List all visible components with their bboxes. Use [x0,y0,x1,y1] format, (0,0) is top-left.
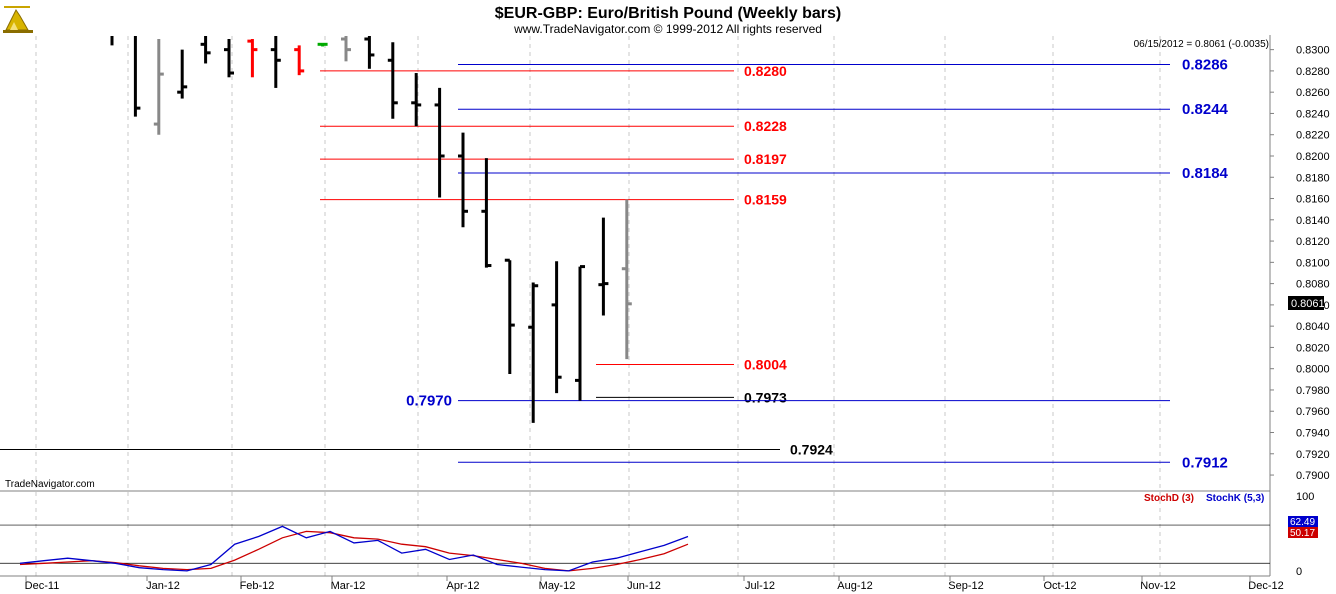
ohlc-bar [294,45,305,76]
ohlc-bar [528,282,539,423]
ohlc-bar [575,265,585,401]
price-tick-label: 0.8040 [1296,321,1330,333]
stochd-line [19,530,689,572]
stoch-tick-100: 100 [1296,491,1314,503]
ohlc-bar [270,36,281,88]
price-tick-label: 0.8140 [1296,215,1330,227]
time-tick-label: Jul-12 [745,580,775,592]
chart-title: $EUR-GBP: Euro/British Pound (Weekly bar… [495,5,841,22]
ohlc-bar [177,49,188,99]
last-price-label: 0.8061 [1291,298,1325,310]
ohlc-bar [364,36,375,69]
stoch-d-value: 50.17 [1290,528,1315,539]
price-tick-label: 0.8300 [1296,45,1330,57]
stochk-legend: StochK (5,3) [1206,493,1264,504]
time-tick-label: May-12 [539,580,576,592]
ohlc-bar [317,42,328,47]
ohlc-bar [153,39,164,135]
time-axis: Dec-11 Jan-12 Feb-12 Mar-12 Apr-12 May-12 Jun-… [25,576,1284,592]
ohlc-bar [133,36,141,117]
time-tick-label: Aug-12 [837,580,872,592]
ohlc-bar [434,87,445,198]
grid-lines [35,36,1161,576]
copyright-text: www.TradeNavigator.com © 1999-2012 All r… [513,22,822,36]
price-tick-label: 0.7940 [1296,428,1330,440]
time-tick-label: Nov-12 [1140,580,1175,592]
price-tick-label: 0.7980 [1296,385,1330,397]
price-tick-label: 0.7920 [1296,449,1330,461]
stochk-line [19,525,689,572]
last-price-tag: 0.8061 [1288,296,1325,310]
time-tick-label: Jun-12 [627,580,661,592]
level-label: 0.8197 [744,151,787,167]
level-label: 0.7970 [406,393,452,410]
ohlc-bar [481,158,492,268]
price-tick-label: 0.7960 [1296,406,1330,418]
ohlc-bar [551,261,562,394]
quote-readout: 06/15/2012 = 0.8061 (-0.0035) [1134,39,1269,50]
price-tick-label: 0.8080 [1296,279,1330,291]
price-tick-label: 0.8280 [1296,66,1330,78]
price-tick-label: 0.8100 [1296,257,1330,269]
level-label: 0.8286 [1182,57,1228,74]
time-tick-label: Dec-11 [25,580,60,592]
stoch-k-value: 62.49 [1290,517,1315,528]
ohlc-bar [504,258,515,375]
ohlc-bar [341,36,351,62]
stochastic-pane [0,524,1270,572]
ohlc-bar [598,217,609,316]
time-tick-label: Jan-12 [146,580,180,592]
time-tick-label: Feb-12 [240,580,275,592]
level-label: 0.7973 [744,389,787,405]
stochd-legend: StochD (3) [1144,493,1194,504]
price-tick-label: 0.8260 [1296,87,1330,99]
level-label: 0.7912 [1182,454,1228,471]
time-tick-label: Sep-12 [948,580,983,592]
time-tick-label: Apr-12 [446,580,479,592]
ohlc-bar [411,73,422,127]
time-tick-label: Oct-12 [1043,580,1076,592]
ohlc-bar [224,39,234,78]
price-tick-label: 0.8200 [1296,151,1330,163]
price-tick-label: 0.8180 [1296,172,1330,184]
price-tick-label: 0.8020 [1296,342,1330,354]
time-tick-label: Dec-12 [1248,580,1283,592]
time-tick-label: Mar-12 [331,580,366,592]
ohlc-bar [621,199,632,360]
ohlc-bar [247,39,258,78]
price-tick-label: 0.7900 [1296,470,1330,482]
level-label: 0.8184 [1182,165,1229,182]
level-lines: 0.8280 0.8228 0.8197 0.8159 0.8004 0.7973 0.79… [0,57,1229,471]
level-label: 0.7924 [790,442,833,458]
ohlc-bar [458,132,468,228]
level-label: 0.8159 [744,192,787,208]
level-label: 0.8228 [744,118,787,134]
ohlc-bar [387,42,398,119]
level-label: 0.8244 [1182,101,1229,118]
ohlc-bar [200,36,211,64]
price-tick-label: 0.8240 [1296,108,1330,120]
price-tick-label: 0.8160 [1296,194,1330,206]
logo-icon [3,6,33,33]
price-axis: 0.8300 0.8280 0.8260 0.8240 0.8220 0.8200 0.81… [1270,45,1330,482]
stoch-k-tag: 62.49 [1288,516,1318,528]
level-label: 0.8280 [744,63,787,79]
level-label: 0.8004 [744,356,787,372]
stoch-d-tag: 50.17 [1288,527,1318,539]
watermark-text: TradeNavigator.com [5,479,95,490]
stoch-tick-0: 0 [1296,566,1302,578]
price-tick-label: 0.8000 [1296,364,1330,376]
price-tick-label: 0.8120 [1296,236,1330,248]
price-tick-label: 0.8220 [1296,130,1330,142]
price-bars [110,36,632,423]
